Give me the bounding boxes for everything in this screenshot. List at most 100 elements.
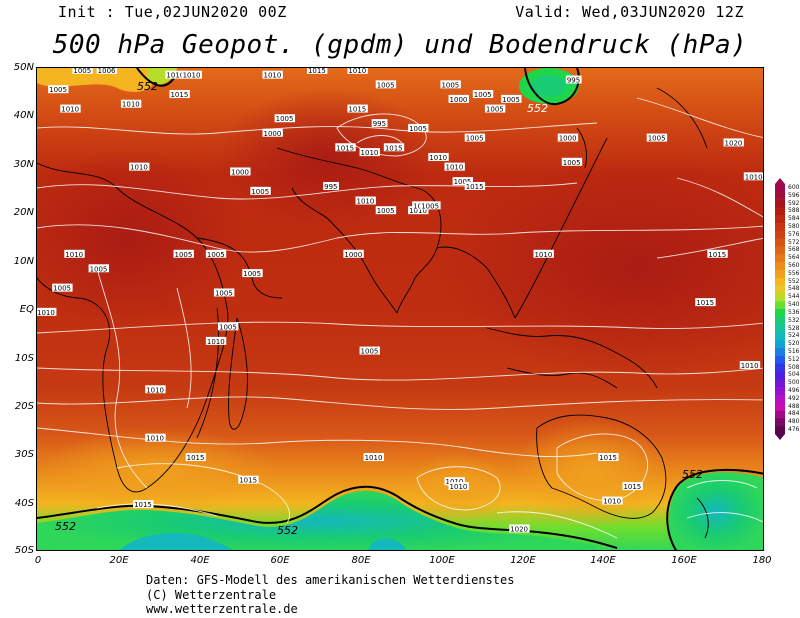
color-scale-step [775,301,785,310]
lon-label: 140E [590,555,616,566]
isobars [37,97,763,539]
pressure-label-bg [452,177,473,186]
pressure-label-bg [145,385,166,394]
pressure-label-bg [335,143,356,152]
color-scale-label: 548 [788,285,800,293]
color-scale-step [775,215,785,224]
pressure-label-bg [428,152,449,161]
lat-label: 10N [13,256,34,267]
pressure-label-bg [129,162,150,171]
color-scale-label: 484 [788,410,800,418]
pressure-label-bg [205,336,227,345]
pressure-label: 1015 [239,477,257,485]
pressure-label-bg [242,269,263,278]
pressure-label-bg [375,206,397,215]
pressure-label: 1006 [98,68,116,75]
contour-label: 552 [682,468,703,481]
pressure-label-bg [383,143,405,152]
pressure-label: 1005 [207,251,225,259]
color-scale-label: 592 [788,199,800,207]
pressure-label-bg [444,477,465,486]
lat-label: 20S [14,401,34,412]
credit-line: (C) Wetterzentrale [146,587,277,602]
color-scale-label: 552 [788,277,800,285]
cold-core [119,533,234,550]
color-scale-step [775,191,785,200]
color-scale-step [775,332,785,341]
color-scale-label: 544 [788,293,800,301]
australia-ridge [512,418,672,528]
high-geopot-area [37,148,247,328]
pressure-label-bg [359,346,380,355]
pressure-label: 1010 [207,338,225,346]
pressure-label: 1005 [49,86,67,94]
high-geopot-area [437,158,763,378]
pressure-label: 1010 [450,483,468,491]
color-scale-label: 476 [788,426,800,434]
color-scale-step [775,262,785,271]
contour-label: 552 [137,80,158,93]
lat-label: 20N [13,207,34,218]
pressure-label-bg [598,453,619,462]
pressure-label: 1015 [187,454,205,462]
contour-552-labels: 552 552 552 552 552 [55,80,703,537]
color-scale-step [775,285,785,294]
pressure-label: 1010 [745,173,763,181]
pressure-label-bg [448,94,469,103]
pressure-label: 1010 [357,198,375,206]
pressure-label-bg [464,182,486,190]
chart-title: 500 hPa Geopot. (gpdm) und Bodendruck (h… [52,30,748,60]
pressure-label: 1010 [445,164,463,172]
color-scale-label: 480 [788,418,800,426]
pressure-label: 1010 [122,101,140,109]
pressure-label: 1005 [73,68,91,75]
color-scale-label: 492 [788,394,800,402]
pressure-label: 1000 [263,130,281,138]
pressure-label-bg [37,307,57,316]
pressure-label: 1010 [146,386,164,394]
color-scale-step [775,426,785,435]
lon-label: 60E [270,555,290,566]
high-geopot-area [217,88,437,228]
pressure-label: 1020 [510,525,528,533]
pressure-label: 1005 [648,135,666,143]
pressure-label-bg [52,283,73,292]
pressure-label: 1020 [725,139,743,147]
pressure-label-bg [484,104,506,113]
pressure-label: 1010 [365,454,383,462]
pressure-label: 1010 [65,251,83,259]
pressure-label: 1010 [429,154,447,162]
pressure-label: 1000 [231,168,249,176]
pressure-label-bg [359,148,380,157]
pressure-label: 1015 [623,483,641,491]
pressure-label: 1000 [344,251,362,259]
pressure-label-bg [408,206,429,215]
color-scale-label: 568 [788,246,800,254]
pressure-label: 1005 [466,135,484,143]
color-scale-label: 528 [788,324,800,332]
pressure-label-bg [60,104,81,113]
lat-label: EQ [19,304,34,315]
color-scale-step [775,348,785,357]
pressure-label: 1000 [450,96,468,104]
pressure-label-bg [145,433,166,442]
pressure-label: 1005 [377,207,395,215]
pressure-label-bg [48,85,69,94]
pressure-label-bg [533,249,554,258]
color-scale-step [775,230,785,239]
pressure-label-bg [347,104,368,113]
color-scale-step [775,238,785,247]
pressure-label-bg [169,90,190,99]
pressure-label-bg [165,70,186,79]
color-scale-step [775,355,785,364]
pressure-label-bg [509,524,530,533]
pressure-label: 1015 [708,251,726,259]
pressure-label: 1010 [741,362,759,370]
pressure-label-bg [355,196,376,205]
pressure-label-bg [274,114,296,123]
color-scale-step [775,387,785,396]
pressure-label: 1005 [219,323,237,331]
pressure-label-bg [565,75,582,84]
